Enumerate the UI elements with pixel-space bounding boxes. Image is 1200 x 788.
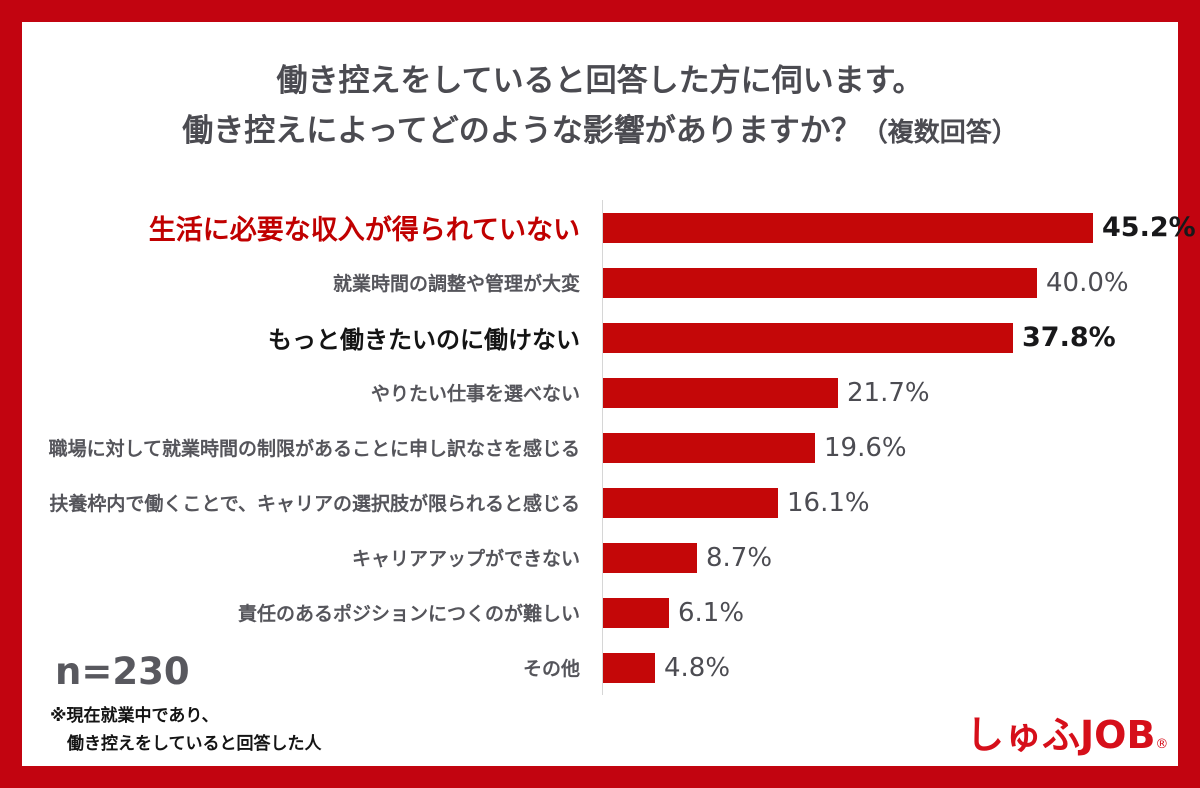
bar-cell: 16.1% <box>592 487 1178 518</box>
value-label: 19.6% <box>824 432 907 463</box>
bar-cell: 8.7% <box>592 542 1178 573</box>
bar <box>603 377 838 408</box>
bar-cell: 40.0% <box>592 267 1178 298</box>
chart-row: 扶養枠内で働くことで、キャリアの選択肢が限られると感じる 16.1% <box>22 475 1178 530</box>
footnote: ※現在就業中であり、 働き控えをしていると回答した人 <box>50 702 322 758</box>
value-label: 37.8% <box>1022 322 1116 353</box>
category-label: やりたい仕事を選べない <box>370 383 580 405</box>
value-label: 16.1% <box>787 487 870 518</box>
chart-row: キャリアアップができない 8.7% <box>22 530 1178 585</box>
chart-row: 責任のあるポジションにつくのが難しい 6.1% <box>22 585 1178 640</box>
chart-title-line2: 働き控えによってどのような影響がありますか？（複数回答） <box>182 113 1018 150</box>
bar-chart: 生活に必要な収入が得られていない 45.2% 就業時間の調整や管理が大変 40.0% も… <box>22 200 1196 695</box>
category-axis-line <box>602 200 603 695</box>
sample-size: n=230 <box>55 650 190 693</box>
bar-cell: 21.7% <box>592 377 1178 408</box>
value-label: 45.2% <box>1102 212 1196 243</box>
chart-title-suffix: （複数回答） <box>861 118 1018 149</box>
bar <box>603 542 697 573</box>
bar-cell: 4.8% <box>592 652 1178 683</box>
chart-row: もっと働きたいのに働けない 37.8% <box>22 310 1178 365</box>
bar-cell: 6.1% <box>592 597 1178 628</box>
chart-row: その他 4.8% <box>22 640 1178 695</box>
value-label: 21.7% <box>847 377 930 408</box>
bar <box>603 597 669 628</box>
value-label: 40.0% <box>1046 267 1129 298</box>
bar <box>603 322 1013 353</box>
bar-cell: 45.2% <box>592 212 1196 243</box>
chart-row: 生活に必要な収入が得られていない 45.2% <box>22 200 1196 255</box>
value-label: 4.8% <box>664 652 731 683</box>
shufu-job-logo: しゅふJOB® <box>966 704 1168 759</box>
bar <box>603 652 655 683</box>
chart-title-line1: 働き控えをしていると回答した方に伺います。 <box>276 63 924 99</box>
category-label: キャリアアップができない <box>351 548 580 570</box>
bar <box>603 487 778 518</box>
chart-title: 働き控えをしていると回答した方に伺います。 働き控えによってどのような影響があり… <box>22 56 1178 156</box>
bar <box>603 432 815 463</box>
chart-row: やりたい仕事を選べない 21.7% <box>22 365 1178 420</box>
category-label: 責任のあるポジションにつくのが難しい <box>237 603 580 625</box>
logo-text: しゅふJOB <box>966 713 1156 757</box>
category-label: 職場に対して就業時間の制限があることに申し訳なさを感じる <box>48 438 580 460</box>
bar-cell: 37.8% <box>592 322 1178 353</box>
category-label: 生活に必要な収入が得られていない <box>148 215 580 246</box>
category-label: その他 <box>522 658 580 680</box>
value-label: 6.1% <box>678 597 745 628</box>
bar <box>603 212 1093 243</box>
value-label: 8.7% <box>706 542 773 573</box>
footnote-line1: ※現在就業中であり、 <box>50 706 219 726</box>
bar <box>603 267 1037 298</box>
bar-cell: 19.6% <box>592 432 1178 463</box>
category-label: もっと働きたいのに働けない <box>268 326 580 354</box>
chart-rows: 生活に必要な収入が得られていない 45.2% 就業時間の調整や管理が大変 40.0% も… <box>22 200 1196 695</box>
registered-trademark-icon: ® <box>1155 737 1169 752</box>
category-label: 扶養枠内で働くことで、キャリアの選択肢が限られると感じる <box>49 493 580 515</box>
footnote-line2: 働き控えをしていると回答した人 <box>67 734 322 755</box>
chart-row: 就業時間の調整や管理が大変 40.0% <box>22 255 1178 310</box>
category-label: 就業時間の調整や管理が大変 <box>332 273 580 295</box>
chart-row: 職場に対して就業時間の制限があることに申し訳なさを感じる 19.6% <box>22 420 1178 475</box>
